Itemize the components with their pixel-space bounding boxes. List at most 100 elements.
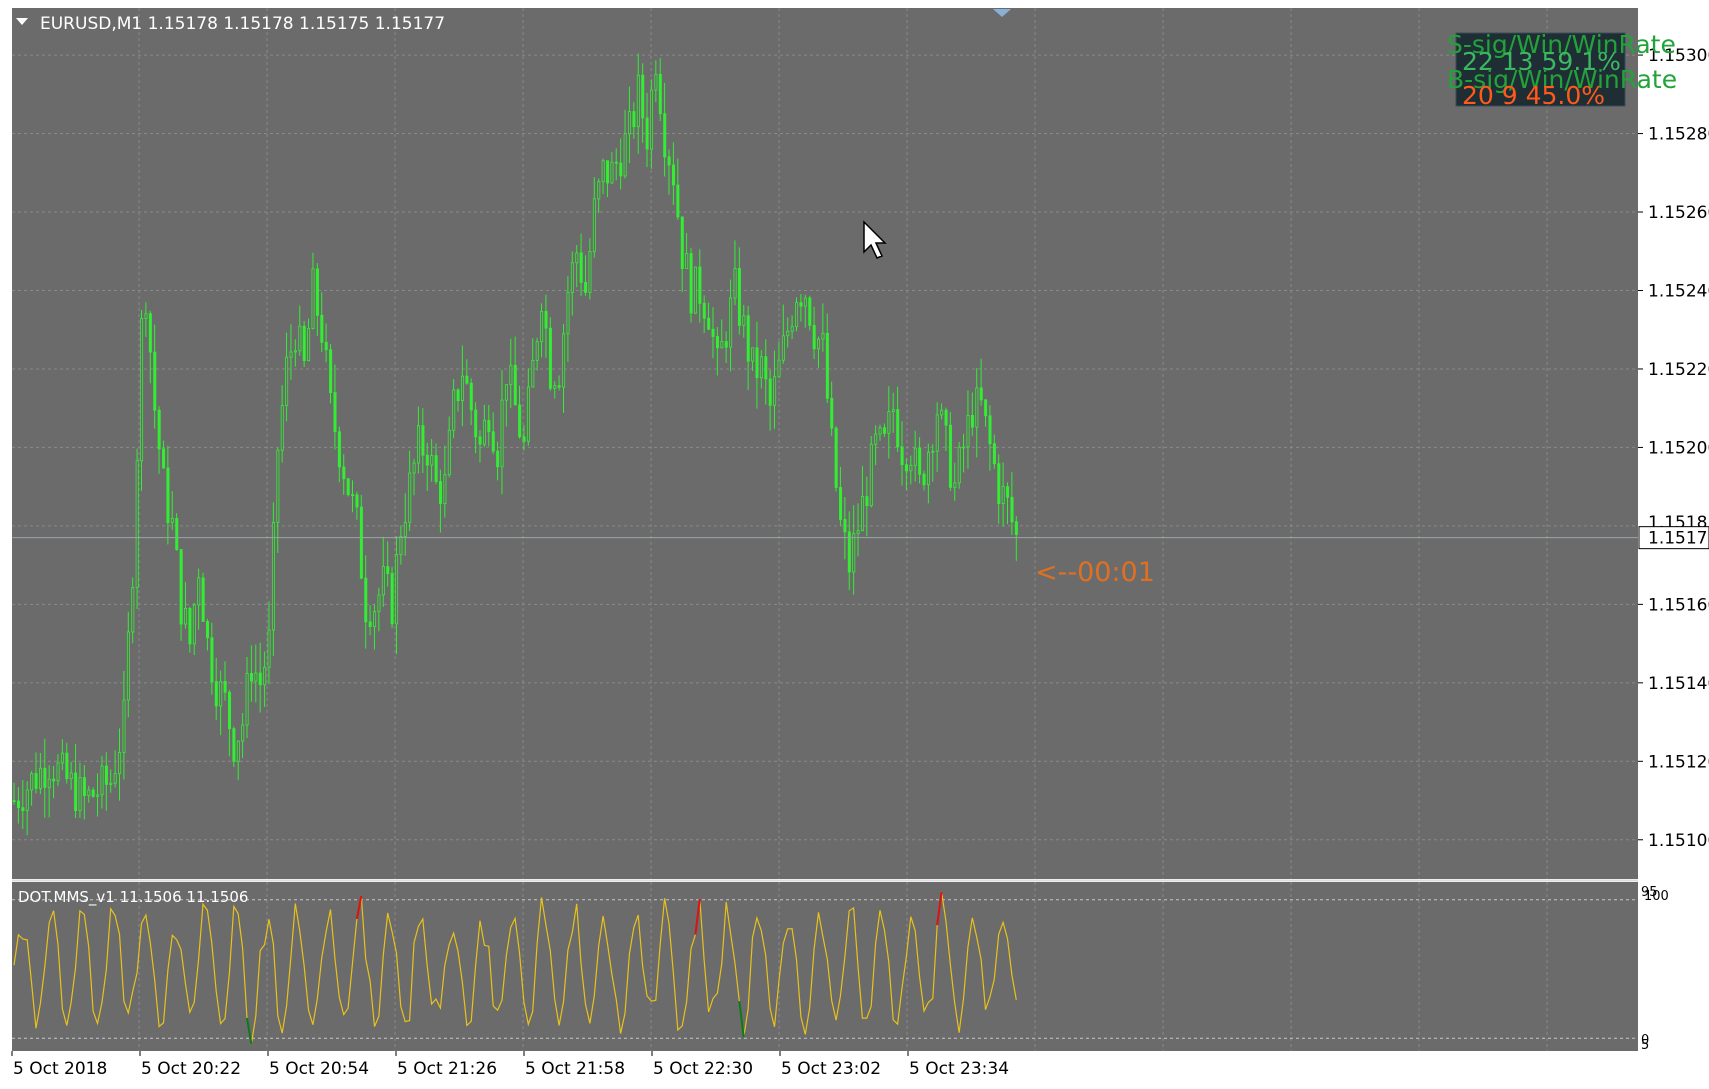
candle-body (197, 577, 201, 606)
candle-body (390, 573, 394, 625)
candle-body (346, 478, 350, 496)
candle-body (755, 347, 759, 379)
candle-body (513, 364, 517, 406)
candle-body (1006, 486, 1010, 498)
candle-body (359, 506, 363, 579)
candle-body (223, 680, 227, 693)
candle-body (984, 399, 988, 417)
candle-body (122, 699, 126, 753)
candle-body (170, 517, 174, 523)
shift-marker-icon[interactable] (993, 9, 1011, 17)
candle-body (355, 494, 359, 508)
candle-body (60, 752, 64, 764)
candle-body (179, 549, 183, 625)
candle-body (324, 341, 328, 351)
symbol-header: EURUSD,M1 1.15178 1.15178 1.15175 1.1517… (40, 14, 445, 34)
candle-body (544, 310, 548, 329)
current-price-marker: 1.15177 (1638, 526, 1709, 550)
candle-body (847, 531, 851, 573)
candle-body (351, 494, 355, 497)
candle-body (966, 415, 970, 448)
candle-body (861, 496, 865, 532)
candle-body (922, 473, 926, 486)
candle-body (439, 481, 443, 504)
x-tick-label: 5 Oct 20:54 (269, 1059, 369, 1079)
candle-body (992, 443, 996, 465)
overbought-segment (355, 895, 363, 920)
candle-body (21, 807, 25, 811)
y-tick-label: 1.15120 (1648, 752, 1709, 772)
x-tick-label: 5 Oct 21:58 (525, 1059, 625, 1079)
candle-body (201, 577, 205, 622)
candle-body (623, 133, 627, 177)
y-tick-label: 1.15220 (1648, 360, 1709, 380)
time-axis[interactable]: 5 Oct 2018 5 Oct 20:22 5 Oct 20:54 5 Oct 21… (11, 1051, 1009, 1079)
candle-body (16, 800, 20, 809)
candle-body (368, 621, 372, 627)
price-axis[interactable]: 1.15300 1.15280 1.15260 1.15240 1.15220 1.152… (1638, 46, 1709, 851)
candle-body (856, 530, 860, 535)
indicator-grid (12, 882, 1638, 1051)
candle-body (931, 450, 935, 453)
candle-body (812, 324, 816, 350)
candle-body (518, 404, 522, 438)
candle-body (241, 724, 245, 742)
x-tick-label: 5 Oct 22:30 (653, 1059, 753, 1079)
candle-body (729, 297, 733, 348)
candle-body (641, 74, 645, 119)
candle-body (896, 409, 900, 448)
candle-body (482, 419, 486, 445)
y-tick-label: 1.15260 (1648, 203, 1709, 223)
candle-body (56, 762, 60, 782)
candle-body (575, 252, 579, 264)
candle-body (52, 778, 56, 782)
candle-body (601, 160, 605, 183)
candle-body (135, 460, 139, 588)
candle-body (636, 74, 640, 128)
candle-body (781, 335, 785, 361)
y-tick-label: 1.15300 (1648, 46, 1709, 66)
candle-body (377, 594, 381, 613)
candle-body (918, 447, 922, 475)
candle-body (764, 356, 768, 380)
sell-stats-label: S-sig/Win/WinRate (1447, 30, 1676, 59)
candle-body (228, 691, 232, 730)
candle-body (540, 310, 544, 343)
candle-body (790, 326, 794, 332)
candle-body (909, 464, 913, 472)
candle-body (693, 266, 697, 314)
oversold-segment (246, 1017, 253, 1045)
price-chart-area[interactable] (12, 8, 1638, 879)
candle-body (452, 389, 456, 431)
candle-body (30, 773, 34, 791)
candle-body (148, 313, 152, 353)
collapse-triangle-icon[interactable] (16, 18, 28, 25)
candle-body (69, 772, 73, 780)
candle-body (531, 360, 535, 388)
candle-body (606, 160, 610, 184)
candle-body (663, 113, 667, 158)
candle-body (891, 409, 895, 412)
candle-body (192, 604, 196, 645)
candle-body (720, 341, 724, 349)
candle-body (597, 181, 601, 200)
candle-body (685, 253, 689, 269)
indicator-subwindow[interactable] (12, 882, 1638, 1051)
candle-body (184, 608, 188, 625)
candle-body (610, 161, 614, 184)
candle-body (298, 325, 302, 352)
candle-body (144, 313, 148, 319)
candle-body (689, 253, 693, 314)
candle-body (553, 385, 557, 389)
candle-body (210, 637, 214, 683)
candle-body (588, 251, 592, 293)
candle-body (526, 386, 530, 442)
candle-body (425, 454, 429, 466)
candle-body (232, 728, 236, 762)
candle-body (43, 767, 47, 788)
candle-body (926, 451, 930, 486)
candle-body (878, 427, 882, 435)
indicator-series (13, 891, 1017, 1045)
candle-body (808, 297, 812, 326)
candle-body (768, 378, 772, 406)
